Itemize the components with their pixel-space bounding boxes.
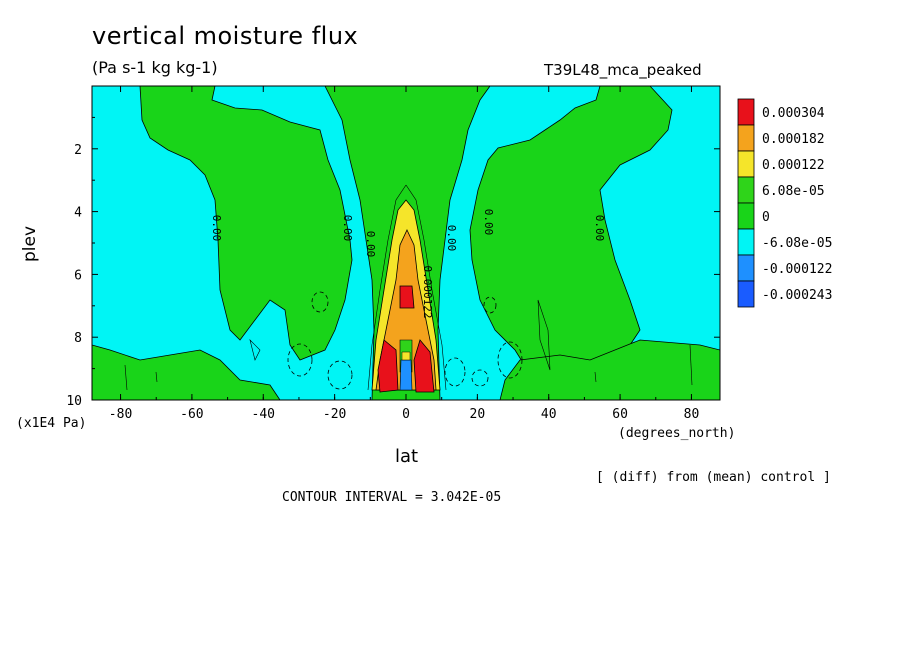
x-axis-label: lat: [395, 446, 419, 467]
y-tick-label: 10: [66, 394, 82, 409]
red-core-left: [377, 339, 399, 393]
pos-contour-1: [405, 184, 447, 391]
neg-contour-3: [287, 343, 313, 377]
yellow-core-bit: [401, 351, 411, 361]
run-label: T39L48_mca_peaked: [544, 61, 702, 79]
contour-label: 0.00: [341, 215, 354, 242]
neg-contour-1: [311, 291, 329, 313]
y-axis-units: (x1E4 Pa): [16, 416, 87, 431]
pos-contour-5: [124, 364, 128, 391]
green-region-left: [139, 85, 353, 361]
colorbar-swatch: [737, 124, 755, 152]
green-region-bottom-mid: [499, 339, 721, 401]
colorbar-swatch: [737, 202, 755, 230]
neg-contour-6: [497, 341, 523, 379]
contour-label: 0.00: [210, 215, 223, 242]
core-fields: [371, 199, 441, 393]
y-tick-label: 6: [74, 268, 82, 283]
x-tick-label: -60: [180, 407, 203, 422]
x-tick-label: 20: [470, 407, 486, 422]
pos-contour-6: [689, 344, 693, 386]
colorbar-label: 0: [762, 210, 770, 225]
colorbar-label: 0.000182: [762, 132, 825, 147]
neg-contour-4: [444, 357, 466, 387]
colorbar-swatch: [737, 150, 755, 178]
neg-contour-5: [483, 296, 497, 314]
x-tick-label: 0: [402, 407, 410, 422]
colorbar-label: 6.08e-05: [762, 184, 825, 199]
x-tick-label: 80: [684, 407, 700, 422]
y-tick-label: 8: [74, 331, 82, 346]
x-tick-label: 40: [541, 407, 557, 422]
colorbar-label: -6.08e-05: [762, 236, 832, 251]
y-tick-label: 2: [74, 143, 82, 158]
blue-core: [399, 359, 413, 391]
colorbar-swatch: [737, 98, 755, 126]
contour-labels: 0.00 0.00 0.00 0.00 0.00 0.00 0.000122: [210, 209, 606, 319]
colorbar-label: 0.000122: [762, 158, 825, 173]
neg-contour-7: [471, 369, 489, 387]
colorbar-label: -0.000243: [762, 288, 832, 303]
pos-contour-3: [537, 299, 551, 371]
diff-note: [ (diff) from (mean) control ]: [596, 470, 831, 485]
colorbar-swatch: [737, 228, 755, 256]
colorbar-swatch: [737, 280, 755, 308]
x-tick-label: -40: [252, 407, 275, 422]
colorbar-swatch: [737, 254, 755, 282]
colorbar-label: 0.000304: [762, 106, 825, 121]
contour-label: 0.00: [482, 209, 495, 236]
contour-label: 0.00: [445, 225, 458, 252]
red-core-top: [399, 285, 415, 309]
y-tick-label: 4: [74, 206, 82, 221]
y-ticks: 2 4 6 8 10: [66, 116, 720, 409]
red-core-right: [413, 339, 435, 393]
colorbar: 0.000304 0.000182 0.000122 6.08e-05 0 -6.08e-…: [737, 98, 832, 308]
x-tick-label: -80: [109, 407, 132, 422]
x-ticks: -80 -60 -40 -20 0 20 40 60 80: [109, 86, 699, 422]
positive-contours: [124, 184, 693, 391]
contour-label: 0.00: [364, 231, 377, 258]
pos-contour-7: [155, 371, 158, 383]
contour-interval: CONTOUR INTERVAL = 3.042E-05: [282, 490, 502, 505]
colorbar-label: -0.000122: [762, 262, 832, 277]
pos-contour-4: [249, 339, 261, 361]
contour-label: 0.00: [593, 215, 606, 242]
chart-units: (Pa s-1 kg kg-1): [92, 58, 218, 77]
colorbar-swatch: [737, 176, 755, 204]
pos-contour-8: [594, 371, 597, 383]
neg-contour-2: [327, 360, 353, 390]
negative-contours: [287, 291, 523, 390]
contour-label-inline: 0.000122: [421, 266, 434, 319]
x-tick-label: -20: [323, 407, 346, 422]
x-axis-units: (degrees_north): [618, 426, 736, 441]
chart-title: vertical moisture flux: [92, 22, 359, 50]
x-tick-label: 60: [612, 407, 628, 422]
pos-contour-2: [367, 184, 407, 391]
